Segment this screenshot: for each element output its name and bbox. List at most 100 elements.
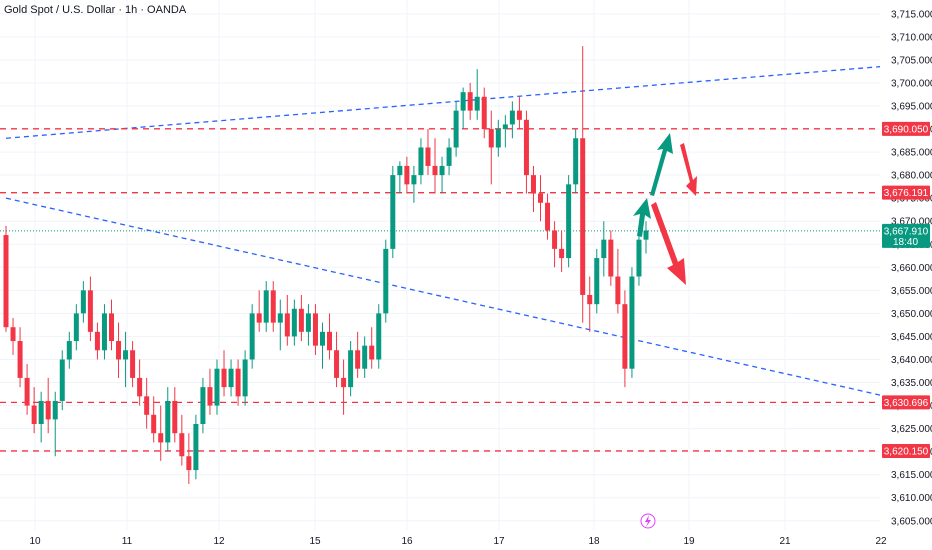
y-tick-label: 3,640.000 bbox=[891, 355, 932, 366]
forecast-arrows bbox=[633, 133, 697, 285]
candle-body bbox=[502, 124, 508, 130]
candle-body bbox=[552, 230, 558, 249]
candle-body bbox=[573, 138, 579, 185]
candle-body bbox=[453, 110, 459, 148]
candle-body bbox=[158, 433, 164, 443]
trendline bbox=[5, 197, 932, 408]
candle-body bbox=[587, 294, 593, 305]
candle-body bbox=[383, 248, 389, 314]
candle-body bbox=[411, 175, 417, 185]
y-tick-label: 3,645.000 bbox=[891, 332, 932, 343]
y-tick-label: 3,615.000 bbox=[891, 470, 932, 481]
candle-body bbox=[390, 175, 396, 249]
candle-body bbox=[235, 368, 241, 397]
candle-body bbox=[130, 350, 136, 378]
candle-body bbox=[348, 350, 354, 388]
candle-body bbox=[467, 92, 473, 111]
y-tick-label: 3,710.000 bbox=[891, 32, 932, 43]
candle-body bbox=[38, 400, 44, 424]
level-tag bbox=[882, 443, 930, 458]
x-tick-label: 11 bbox=[122, 536, 133, 547]
level-tag-label: 3,620.150 bbox=[884, 446, 929, 457]
candle-body bbox=[298, 308, 304, 332]
x-tick-label: 17 bbox=[493, 536, 505, 547]
y-tick-label: 3,660.000 bbox=[891, 263, 932, 274]
candle-body bbox=[446, 147, 452, 166]
candle-body bbox=[242, 359, 248, 397]
candle-body bbox=[200, 387, 206, 424]
candle-body bbox=[116, 341, 122, 360]
candle-body bbox=[24, 377, 30, 406]
candle-body bbox=[559, 248, 565, 259]
candle-body bbox=[516, 110, 522, 120]
level-tag-label: 3,690.050 bbox=[884, 124, 929, 135]
x-tick-label: 22 bbox=[875, 536, 887, 547]
arrow-down-2 bbox=[651, 202, 686, 285]
candle-body bbox=[277, 313, 283, 323]
current-price-label: 3,667.910 bbox=[884, 226, 929, 237]
candle-body bbox=[622, 304, 628, 369]
candle-body bbox=[284, 313, 290, 337]
candle-body bbox=[144, 396, 150, 415]
candle-body bbox=[608, 239, 614, 277]
candle-body bbox=[376, 313, 382, 360]
candle-body bbox=[73, 313, 79, 342]
candle-body bbox=[151, 414, 157, 434]
candle-body bbox=[439, 165, 445, 176]
x-tick-label: 18 bbox=[588, 536, 600, 547]
x-tick-label: 16 bbox=[401, 536, 413, 547]
candle-body bbox=[3, 235, 9, 328]
y-tick-label: 3,680.000 bbox=[891, 171, 932, 182]
candle-body bbox=[362, 345, 368, 369]
candle-body bbox=[10, 327, 16, 342]
y-tick-label: 3,705.000 bbox=[891, 55, 932, 66]
candle-body bbox=[263, 290, 269, 323]
y-tick-label: 3,635.000 bbox=[891, 378, 932, 389]
y-tick-label: 3,605.000 bbox=[891, 516, 932, 527]
candle-body bbox=[186, 456, 192, 471]
candle-body bbox=[397, 165, 403, 176]
candle-body bbox=[312, 313, 318, 346]
y-tick-label: 3,670.000 bbox=[891, 217, 932, 228]
current-price-tag bbox=[882, 223, 930, 248]
candle-body bbox=[80, 290, 86, 314]
y-tick-label: 3,715.000 bbox=[891, 9, 932, 20]
candle-body bbox=[481, 96, 487, 130]
x-tick-label: 21 bbox=[779, 536, 791, 547]
price-axis[interactable]: 3,715.000 3,710.000 3,705.000 3,700.000 3,69… bbox=[880, 0, 932, 550]
candle-body bbox=[643, 230, 649, 240]
candle-body bbox=[369, 345, 375, 360]
candle-body bbox=[108, 313, 114, 342]
level-tag bbox=[882, 121, 930, 136]
arrow-up-1 bbox=[633, 198, 651, 237]
candle-body bbox=[305, 313, 311, 332]
trendlines bbox=[5, 61, 932, 408]
y-tick-label: 3,625.000 bbox=[891, 424, 932, 435]
candle-body bbox=[530, 175, 536, 194]
candle-body bbox=[249, 313, 255, 360]
arrow-down-1 bbox=[680, 143, 697, 196]
candle-body bbox=[495, 129, 501, 148]
level-tag-label: 3,676.191 bbox=[884, 188, 929, 199]
candle-body bbox=[207, 387, 213, 406]
candle-body bbox=[256, 313, 262, 323]
arrow-up-2 bbox=[650, 133, 673, 196]
time-axis[interactable]: 10 11 12 15 16 17 18 19 21 22 bbox=[29, 536, 887, 547]
candle-body bbox=[214, 368, 220, 406]
level-tag bbox=[882, 395, 930, 410]
candle-body bbox=[193, 424, 199, 471]
candle-body bbox=[66, 341, 72, 360]
candle-body bbox=[488, 129, 494, 148]
candle-body bbox=[538, 193, 544, 203]
x-tick-label: 15 bbox=[309, 536, 321, 547]
countdown-label: 18:40 bbox=[893, 237, 918, 248]
y-tick-label: 3,700.000 bbox=[891, 78, 932, 89]
chart-title: Gold Spot / U.S. Dollar · 1h · OANDA bbox=[4, 4, 187, 16]
candle-body bbox=[636, 239, 642, 277]
candle-body bbox=[59, 359, 65, 401]
y-tick-label: 3,610.000 bbox=[891, 493, 932, 504]
y-tick-label: 3,685.000 bbox=[891, 148, 932, 159]
lightning-bolt-icon bbox=[645, 515, 651, 527]
candle-body bbox=[615, 276, 621, 305]
